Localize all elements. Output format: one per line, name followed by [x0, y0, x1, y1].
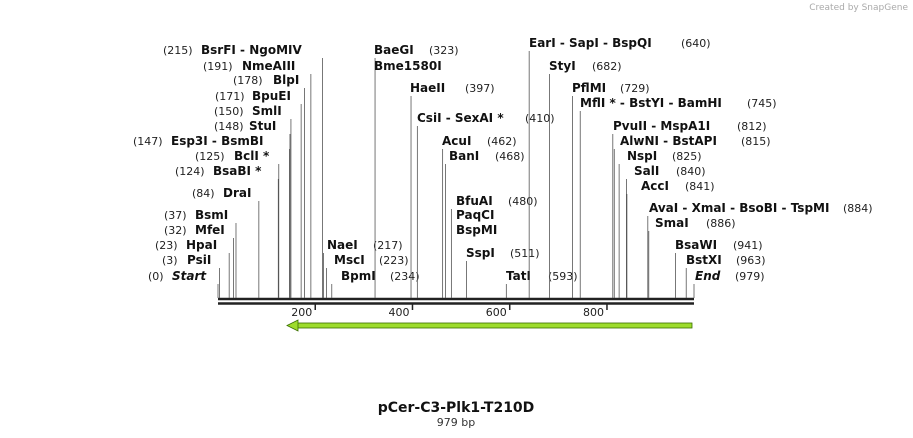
site-label: (397) — [465, 82, 495, 95]
enzyme-name: Start — [172, 269, 207, 283]
ruler-tick-label: 400 — [388, 306, 409, 319]
map-title: pCer-C3-Plk1-T210D — [378, 400, 535, 416]
enzyme-name: AcuI — [442, 134, 471, 148]
enzyme-name: BstXI — [686, 253, 722, 267]
site-label: (217) — [373, 239, 403, 252]
site-label: (941) — [733, 239, 763, 252]
enzyme-name: CsiI - SexAI * — [417, 111, 504, 125]
site-label: (682) — [592, 60, 622, 73]
site-label: (323) — [429, 44, 459, 57]
enzyme-name: HpaI — [186, 238, 217, 252]
enzyme-name: MscI — [334, 253, 365, 267]
enzyme-name: PvuII - MspA1I — [613, 119, 710, 133]
site-label: (215) — [163, 44, 193, 57]
enzyme-name: BsmI — [195, 208, 228, 222]
enzyme-name: PsiI — [187, 253, 211, 267]
enzyme-name: AvaI - XmaI - BsoBI - TspMI — [649, 201, 829, 215]
site-label: (234) — [390, 270, 420, 283]
site-label: (815) — [741, 135, 771, 148]
enzyme-name: BfuAI — [456, 194, 493, 208]
site-label: (640) — [681, 37, 711, 50]
ruler-tick-label: 600 — [486, 306, 507, 319]
enzyme-name: PflMI — [572, 81, 606, 95]
enzyme-name: BpuEI — [252, 89, 291, 103]
enzyme-name: AccI — [641, 179, 669, 193]
site-label: (593) — [548, 270, 578, 283]
site-label: (825) — [672, 150, 702, 163]
site-label: (410) — [525, 112, 555, 125]
enzyme-name: NaeI — [327, 238, 358, 252]
site-label: (171) — [215, 90, 245, 103]
enzyme-name: BspMI — [456, 223, 497, 237]
enzyme-name: BsaWI — [675, 238, 717, 252]
site-label: (37) — [164, 209, 187, 222]
site-label: (462) — [487, 135, 517, 148]
enzyme-name: BaeGI — [374, 43, 414, 57]
enzyme-name: AlwNI - BstAPI — [620, 134, 717, 148]
site-label: (23) — [155, 239, 178, 252]
site-label: (812) — [737, 120, 767, 133]
enzyme-name: StyI — [549, 59, 576, 73]
site-label: (468) — [495, 150, 525, 163]
ruler-tick-label: 800 — [583, 306, 604, 319]
enzyme-name: SalI — [634, 164, 659, 178]
site-label: (745) — [747, 97, 777, 110]
map-length: 979 bp — [437, 416, 475, 429]
enzyme-name: EarI - SapI - BspQI — [529, 36, 652, 50]
enzyme-name: BanI — [449, 149, 479, 163]
enzyme-name: TatI — [506, 269, 531, 283]
enzyme-name: BclI * — [234, 149, 270, 163]
enzyme-name: NmeAIII — [242, 59, 295, 73]
site-label: (147) — [133, 135, 163, 148]
site-label: (963) — [736, 254, 766, 267]
enzyme-name: StuI — [249, 119, 276, 133]
site-label: (150) — [214, 105, 244, 118]
site-label: (729) — [620, 82, 650, 95]
enzyme-name: Esp3I - BsmBI — [171, 134, 263, 148]
site-label: (178) — [233, 74, 263, 87]
enzyme-name: HaeII — [410, 81, 445, 95]
enzyme-name: BpmI — [341, 269, 376, 283]
enzyme-name: MflI * - BstYI - BamHI — [580, 96, 722, 110]
site-label: (884) — [843, 202, 873, 215]
enzyme-name: BsrFI - NgoMIV — [201, 43, 302, 57]
enzyme-name: Bme1580I — [374, 59, 442, 73]
watermark: Created by SnapGene — [809, 3, 908, 13]
site-label: (0) — [148, 270, 164, 283]
site-label: (223) — [379, 254, 409, 267]
enzyme-name: NspI — [627, 149, 657, 163]
site-label: (124) — [175, 165, 205, 178]
enzyme-name: SspI — [466, 246, 495, 260]
ruler-tick-label: 200 — [291, 306, 312, 319]
enzyme-name: SmaI — [655, 216, 689, 230]
enzyme-name: DraI — [223, 186, 251, 200]
site-label: (840) — [676, 165, 706, 178]
enzyme-name: PaqCI — [456, 208, 494, 222]
enzyme-name: BsaBI * — [213, 164, 262, 178]
site-label: (84) — [192, 187, 215, 200]
site-label: (979) — [735, 270, 765, 283]
enzyme-name: End — [695, 269, 721, 283]
site-label: (148) — [214, 120, 244, 133]
enzyme-name: SmlI — [252, 104, 282, 118]
site-label: (125) — [195, 150, 225, 163]
site-label: (32) — [164, 224, 187, 237]
feature-arrow — [286, 319, 693, 332]
site-label: (191) — [203, 60, 233, 73]
enzyme-name: MfeI — [195, 223, 225, 237]
site-label: (886) — [706, 217, 736, 230]
site-label: (3) — [162, 254, 178, 267]
site-label: (480) — [508, 195, 538, 208]
enzyme-name: BlpI — [273, 73, 299, 87]
site-label: (841) — [685, 180, 715, 193]
site-label: (511) — [510, 247, 540, 260]
